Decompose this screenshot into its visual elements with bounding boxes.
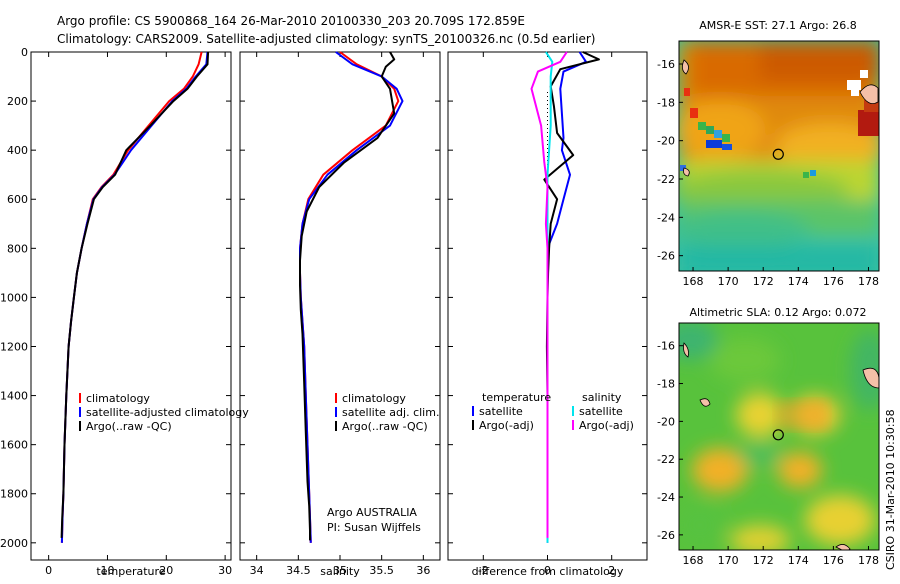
salinity-legend-label: climatology bbox=[342, 392, 406, 405]
depth-tick-label: 1800 bbox=[0, 488, 28, 501]
pi-label: PI: Susan Wijffels bbox=[327, 521, 421, 534]
salinity-x-tick-label: 35 bbox=[333, 564, 347, 577]
salinity-legend-label: Argo(..raw -QC) bbox=[342, 420, 428, 433]
sst_map-lon-label: 176 bbox=[823, 275, 844, 288]
sst-map-axes: 168 170 172 174 176 178 -16 -18 -20 -22 -24 -26 bbox=[657, 58, 879, 288]
diff-legend-label: satellite bbox=[479, 405, 523, 418]
salinity-x-tick-label: 36 bbox=[416, 564, 430, 577]
sla-map-axes: 168 170 172 174 176 178 -16 -18 -20 -22 -24 -26 bbox=[657, 340, 879, 567]
difference-series-temperature-satellite bbox=[546, 51, 587, 543]
figure-title-line-2: Climatology: CARS2009. Satellite-adjuste… bbox=[57, 32, 595, 46]
sst-map-title: AMSR-E SST: 27.1 Argo: 26.8 bbox=[699, 19, 857, 32]
salinity-series-argo-raw-qc- bbox=[299, 51, 396, 541]
temperature-series-satellite-adjusted-climatology bbox=[60, 51, 209, 543]
temperature-plot-frame bbox=[30, 51, 232, 561]
sla_map-lat-label: -20 bbox=[657, 415, 675, 428]
temperature-legend-label: Argo(..raw -QC) bbox=[86, 420, 172, 433]
temperature-legend-label: satellite-adjusted climatology bbox=[86, 406, 249, 419]
salinity-x-tick-label: 35.5 bbox=[369, 564, 394, 577]
temperature-profile-panel: 0 10 20 30 temperature 0 200 400 600 800 1000 1200 1… bbox=[0, 46, 249, 578]
depth-tick-label: 1400 bbox=[0, 390, 28, 403]
depth-tick-label: 600 bbox=[7, 193, 28, 206]
temperature-x-tick-label: 0 bbox=[45, 564, 52, 577]
difference-x-axis-label: difference from climatology bbox=[472, 565, 624, 578]
difference-x-tick-label: 0 bbox=[544, 564, 551, 577]
temperature-x-tick-label: 20 bbox=[159, 564, 173, 577]
sla_map-lat-label: -22 bbox=[657, 453, 675, 466]
sst_map-lat-label: -20 bbox=[657, 135, 675, 148]
sst_map-lon-label: 174 bbox=[788, 275, 809, 288]
sla_map-lon-label: 170 bbox=[718, 554, 739, 567]
temperature-series-argo-raw-qc- bbox=[60, 51, 210, 538]
diff-legend-temperature-title: temperature bbox=[482, 391, 551, 404]
salinity-series-satellite-adj-clim- bbox=[299, 51, 404, 543]
sla_map-lat-label: -16 bbox=[657, 340, 675, 353]
sst_map-lat-label: -22 bbox=[657, 173, 675, 186]
depth-tick-label: 200 bbox=[7, 95, 28, 108]
sla_map-lat-label: -26 bbox=[657, 529, 675, 542]
sla-map-field bbox=[679, 323, 879, 550]
salinity-profile-panel: 34 34.5 35 35.5 36 salinity climatologysatelli… bbox=[239, 51, 441, 578]
temperature-x-tick-label: 10 bbox=[100, 564, 114, 577]
sla_map-lon-label: 174 bbox=[788, 554, 809, 567]
sla_map-argo-position-marker bbox=[772, 429, 784, 441]
sst_map-lon-label: 178 bbox=[858, 275, 879, 288]
salinity-x-tick-label: 34 bbox=[250, 564, 264, 577]
figure-title-line-1: Argo profile: CS 5900868_164 26-Mar-2010… bbox=[57, 14, 525, 28]
depth-tick-label: 400 bbox=[7, 144, 28, 157]
difference-x-tick-label: 2 bbox=[608, 564, 615, 577]
depth-tick-label: 0 bbox=[21, 46, 28, 59]
depth-tick-label: 800 bbox=[7, 242, 28, 255]
depth-tick-label: 1200 bbox=[0, 340, 28, 353]
diff-legend-label: Argo(-adj) bbox=[579, 419, 634, 432]
sla-map-title: Altimetric SLA: 0.12 Argo: 0.072 bbox=[689, 306, 866, 319]
sla_map-lon-label: 176 bbox=[823, 554, 844, 567]
salinity-legend-label: satellite adj. clim. bbox=[342, 406, 439, 419]
sla_map-lat-label: -18 bbox=[657, 378, 675, 391]
difference-series-temperature-argo-adj- bbox=[543, 51, 600, 538]
depth-tick-label: 1000 bbox=[0, 291, 28, 304]
diff-legend-salinity-title: salinity bbox=[582, 391, 622, 404]
sla-map-panel: Altimetric SLA: 0.12 Argo: 0.072 bbox=[657, 306, 880, 567]
sst_map-lon-label: 170 bbox=[718, 275, 739, 288]
sst_map-lon-label: 168 bbox=[683, 275, 704, 288]
salinity-x-tick-label: 34.5 bbox=[286, 564, 311, 577]
sst_map-lon-label: 172 bbox=[753, 275, 774, 288]
csiro-credit: CSIRO 31-Mar-2010 10:30:58 bbox=[884, 409, 897, 570]
argo-program-label: Argo AUSTRALIA bbox=[327, 506, 417, 519]
sst_map-lat-label: -16 bbox=[657, 58, 675, 71]
salinity-x-axis-label: salinity bbox=[320, 565, 360, 578]
depth-tick-label: 2000 bbox=[0, 537, 28, 550]
sst_map-lat-label: -18 bbox=[657, 96, 675, 109]
sst_map-lat-label: -26 bbox=[657, 250, 675, 263]
temperature-legend-label: climatology bbox=[86, 392, 150, 405]
difference-series-salinity-argo-adj- bbox=[530, 51, 568, 538]
sst-map-field bbox=[679, 41, 879, 271]
sla_map-lat-label: -24 bbox=[657, 491, 675, 504]
difference-x-tick-label: -2 bbox=[478, 564, 489, 577]
salinity-plot-frame bbox=[239, 51, 441, 561]
temperature-x-tick-label: 30 bbox=[218, 564, 232, 577]
sst_map-lat-label: -24 bbox=[657, 211, 675, 224]
sst-map-panel: AMSR-E SST: 27.1 Argo: 26.8 bbox=[657, 19, 880, 288]
sst_map-argo-position-marker bbox=[772, 148, 784, 160]
salinity-series-climatology bbox=[299, 51, 400, 543]
sla_map-lon-label: 168 bbox=[683, 554, 704, 567]
depth-tick-label: 1600 bbox=[0, 439, 28, 452]
temperature-series-climatology bbox=[60, 51, 203, 543]
diff-legend-label: satellite bbox=[579, 405, 623, 418]
diff-legend-label: Argo(-adj) bbox=[479, 419, 534, 432]
sla_map-lon-label: 172 bbox=[753, 554, 774, 567]
temperature-x-axis-label: temperature bbox=[96, 565, 165, 578]
sla_map-lon-label: 178 bbox=[858, 554, 879, 567]
